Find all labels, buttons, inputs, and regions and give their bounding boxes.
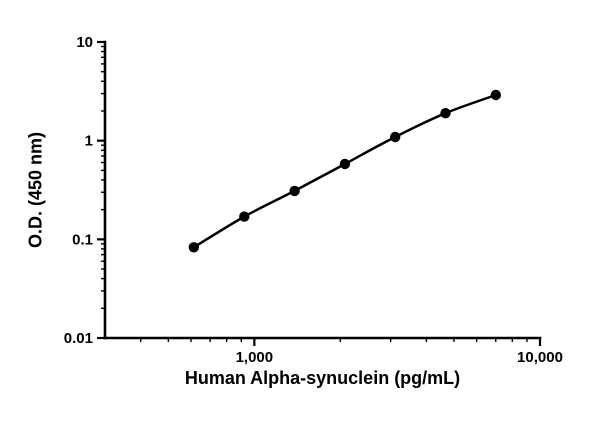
y-axis-title: O.D. (450 nm) — [25, 131, 46, 249]
data-point-marker — [440, 108, 451, 119]
data-point-marker — [390, 131, 401, 143]
data-point-marker — [339, 158, 351, 170]
data-point-marker — [490, 89, 501, 101]
y-tick-label: 0.1 — [72, 231, 93, 248]
x-tick-label: 10,000 — [517, 349, 563, 366]
data-point-marker — [289, 185, 300, 197]
y-tick-label: 0.01 — [64, 330, 93, 347]
x-tick-label: 1,000 — [236, 349, 274, 366]
y-tick-label: 1 — [85, 133, 93, 150]
curve-line — [192, 93, 498, 249]
y-tick-label: 10 — [76, 34, 93, 51]
data-point-marker — [239, 211, 250, 222]
data-point-marker — [188, 242, 199, 253]
x-axis-title: Human Alpha-synuclein (pg/mL) — [184, 368, 461, 388]
